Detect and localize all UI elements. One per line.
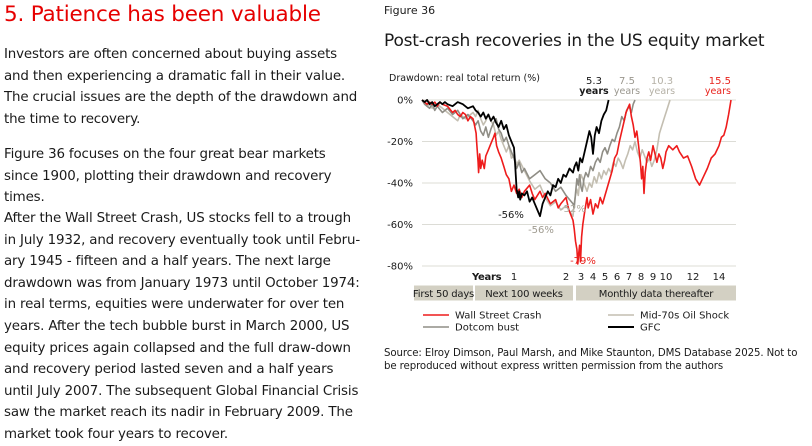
- y-tick-label: -40%: [387, 179, 413, 190]
- x-tick-label: 10: [660, 272, 673, 283]
- y-tick-label: -80%: [387, 262, 413, 273]
- legend-label: Dotcom bust: [455, 323, 519, 334]
- trough-label: -52%: [560, 204, 586, 215]
- x-tick-label: 4: [590, 272, 596, 283]
- legend-item-dotcom-bust: Dotcom bust: [423, 323, 519, 334]
- x-tick-label: 6: [614, 272, 620, 283]
- annotations: 5.3years7.5years10.3years15.5years-56%-5…: [498, 76, 731, 267]
- x-scale-band-segment: [576, 285, 736, 301]
- recovery-years-value: 10.3: [651, 76, 673, 87]
- y-axis-label: Drawdown: real total return (%): [389, 73, 540, 84]
- series-lines: [421, 99, 732, 265]
- y-tick-label: -20%: [387, 137, 413, 148]
- recovery-years-value: 15.5: [709, 76, 731, 87]
- recovery-years-unit: years: [579, 86, 609, 97]
- paragraph-bear-markets: After the Wall Street Crash, US stocks f…: [4, 211, 360, 442]
- y-tick-label: -60%: [387, 220, 413, 231]
- x-tick-label: 12: [687, 272, 700, 283]
- legend-item-gfc: GFC: [608, 323, 661, 334]
- x-scale-band-segment: [475, 285, 573, 301]
- x-tick-labels: Years 1 2 3 4 5 6 7 8 9 10 12 14: [471, 272, 725, 283]
- y-tick-labels: 0% -20% -40% -60% -80%: [387, 96, 413, 273]
- recovery-years-value: 5.3: [586, 76, 602, 87]
- x-tick-label: 2: [563, 272, 569, 283]
- trough-label: -56%: [498, 210, 524, 221]
- x-tick-label: 5: [602, 272, 608, 283]
- series-line-mid-70s-oil-shock: [421, 99, 671, 217]
- x-scale-band-segment: [414, 285, 473, 301]
- legend-label: Wall Street Crash: [455, 311, 541, 322]
- legend-item-mid-70s-oil-shock: Mid-70s Oil Shock: [608, 311, 729, 322]
- trough-label: -79%: [570, 256, 596, 267]
- x-tick-label: 9: [650, 272, 656, 283]
- series-line-wall-street-crash: [421, 99, 732, 265]
- paragraph-intro: Investors are often concerned about buyi…: [4, 47, 358, 127]
- x-tick-label: 3: [578, 272, 584, 283]
- x-axis-label: Years: [471, 272, 502, 283]
- x-scale-band-label: Next 100 weeks: [485, 289, 562, 300]
- paragraph-figure-reference: Figure 36 focuses on the four great bear…: [4, 147, 332, 206]
- legend-label: GFC: [640, 323, 661, 334]
- x-tick-label: 8: [638, 272, 644, 283]
- series-line-dotcom-bust: [421, 99, 636, 209]
- recovery-years-unit: years: [614, 86, 640, 97]
- section-heading: 5. Patience has been valuable: [4, 2, 321, 27]
- gridlines: [422, 99, 736, 267]
- figure-source-note: Source: Elroy Dimson, Paul Marsh, and Mi…: [384, 348, 798, 372]
- y-tick-label: 0%: [397, 96, 413, 107]
- legend-label: Mid-70s Oil Shock: [640, 311, 729, 322]
- x-scale-band: First 50 days Next 100 weeks Monthly data …: [413, 285, 736, 301]
- trough-label: -56%: [528, 225, 554, 236]
- x-tick-label: 1: [511, 272, 517, 283]
- recovery-years-unit: years: [705, 86, 731, 97]
- figure-title: Post-crash recoveries in the US equity m…: [384, 31, 765, 51]
- recovery-years-value: 7.5: [619, 76, 635, 87]
- x-tick-label: 7: [626, 272, 632, 283]
- x-scale-band-label: Monthly data thereafter: [599, 289, 715, 300]
- series-line-gfc: [421, 99, 610, 218]
- figure-label: Figure 36: [384, 4, 436, 17]
- x-scale-band-label: First 50 days: [413, 289, 474, 300]
- x-tick-label: 14: [713, 272, 726, 283]
- legend-item-wall-street-crash: Wall Street Crash: [423, 311, 541, 322]
- recovery-years-unit: years: [649, 86, 675, 97]
